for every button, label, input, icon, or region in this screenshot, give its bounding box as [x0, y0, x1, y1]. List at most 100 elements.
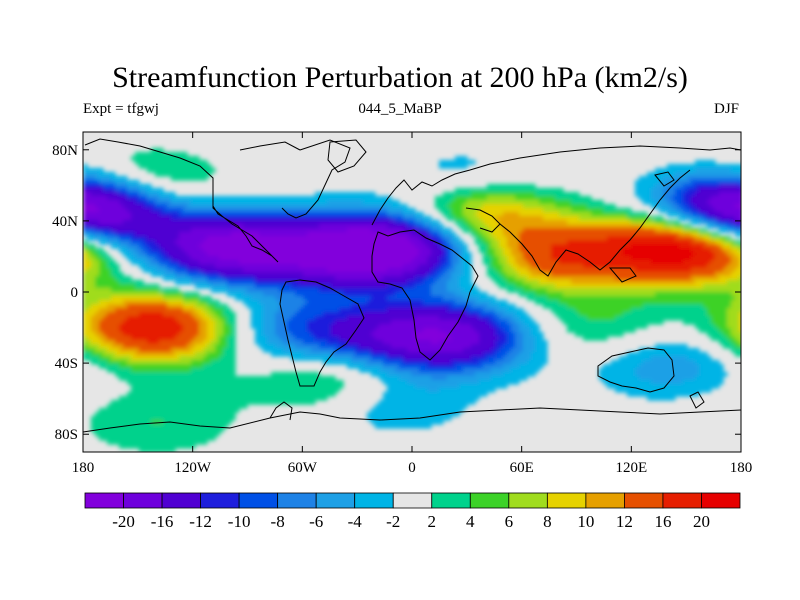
field-cell — [147, 160, 152, 165]
field-cell — [391, 316, 396, 321]
field-cell — [367, 332, 372, 337]
field-cell — [139, 384, 144, 389]
field-cell — [383, 212, 388, 217]
field-cell — [187, 296, 192, 301]
field-cell — [103, 340, 108, 345]
field-cell — [395, 288, 400, 293]
field-cell — [283, 220, 288, 225]
field-cell — [127, 412, 132, 417]
field-cell — [119, 332, 124, 337]
field-cell — [203, 388, 208, 393]
field-cell — [191, 264, 196, 269]
field-cell — [279, 248, 284, 253]
field-cell — [199, 416, 204, 421]
field-cell — [283, 384, 288, 389]
field-cell — [283, 300, 288, 305]
field-cell — [163, 440, 168, 445]
field-cell — [151, 204, 156, 209]
field-cell — [131, 384, 136, 389]
field-cell — [311, 316, 316, 321]
field-cell — [391, 404, 396, 409]
field-cell — [175, 220, 180, 225]
field-cell — [143, 348, 148, 353]
field-cell — [419, 292, 424, 297]
field-cell — [351, 228, 356, 233]
field-cell — [395, 408, 400, 413]
field-cell — [315, 320, 320, 325]
field-cell — [403, 320, 408, 325]
field-cell — [151, 196, 156, 201]
field-cell — [139, 348, 144, 353]
field-cell — [371, 224, 376, 229]
field-cell — [187, 352, 192, 357]
field-cell — [311, 232, 316, 237]
field-cell — [211, 388, 216, 393]
field-cell — [187, 304, 192, 309]
field-cell — [367, 280, 372, 285]
field-cell — [183, 392, 188, 397]
field-cell — [311, 224, 316, 229]
field-cell — [303, 380, 308, 385]
field-cell — [139, 220, 144, 225]
field-cell — [387, 348, 392, 353]
field-cell — [107, 356, 112, 361]
field-cell — [147, 212, 152, 217]
field-cell — [99, 192, 104, 197]
field-cell — [403, 268, 408, 273]
field-cell — [451, 216, 456, 221]
field-cell — [299, 400, 304, 405]
field-cell — [95, 272, 100, 277]
field-cell — [151, 232, 156, 237]
field-cell — [163, 384, 168, 389]
field-cell — [115, 180, 120, 185]
field-cell — [143, 268, 148, 273]
field-cell — [179, 396, 184, 401]
field-cell — [439, 208, 444, 213]
field-cell — [399, 332, 404, 337]
field-cell — [191, 316, 196, 321]
field-cell — [83, 260, 88, 265]
field-cell — [211, 436, 216, 441]
field-cell — [343, 340, 348, 345]
field-cell — [223, 232, 228, 237]
field-cell — [327, 304, 332, 309]
field-cell — [391, 416, 396, 421]
field-cell — [423, 224, 428, 229]
field-cell — [247, 396, 252, 401]
field-cell — [231, 388, 236, 393]
field-cell — [211, 228, 216, 233]
field-cell — [447, 304, 452, 309]
field-cell — [99, 280, 104, 285]
field-cell — [403, 232, 408, 237]
field-cell — [375, 320, 380, 325]
field-cell — [415, 380, 420, 385]
field-cell — [95, 288, 100, 293]
field-cell — [219, 212, 224, 217]
field-cell — [195, 380, 200, 385]
field-cell — [131, 440, 136, 445]
field-cell — [211, 320, 216, 325]
field-cell — [99, 432, 104, 437]
field-cell — [359, 300, 364, 305]
field-cell — [359, 264, 364, 269]
field-cell — [403, 292, 408, 297]
field-cell — [167, 412, 172, 417]
field-cell — [383, 304, 388, 309]
field-cell — [279, 236, 284, 241]
field-cell — [247, 268, 252, 273]
field-cell — [167, 360, 172, 365]
field-cell — [195, 272, 200, 277]
field-cell — [171, 344, 176, 349]
field-cell — [211, 268, 216, 273]
field-cell — [111, 432, 116, 437]
field-cell — [383, 248, 388, 253]
field-cell — [159, 308, 164, 313]
field-cell — [171, 404, 176, 409]
field-cell — [155, 332, 160, 337]
field-cell — [319, 268, 324, 273]
field-cell — [115, 176, 120, 181]
field-cell — [391, 348, 396, 353]
field-cell — [395, 396, 400, 401]
field-cell — [427, 328, 432, 333]
field-cell — [335, 240, 340, 245]
